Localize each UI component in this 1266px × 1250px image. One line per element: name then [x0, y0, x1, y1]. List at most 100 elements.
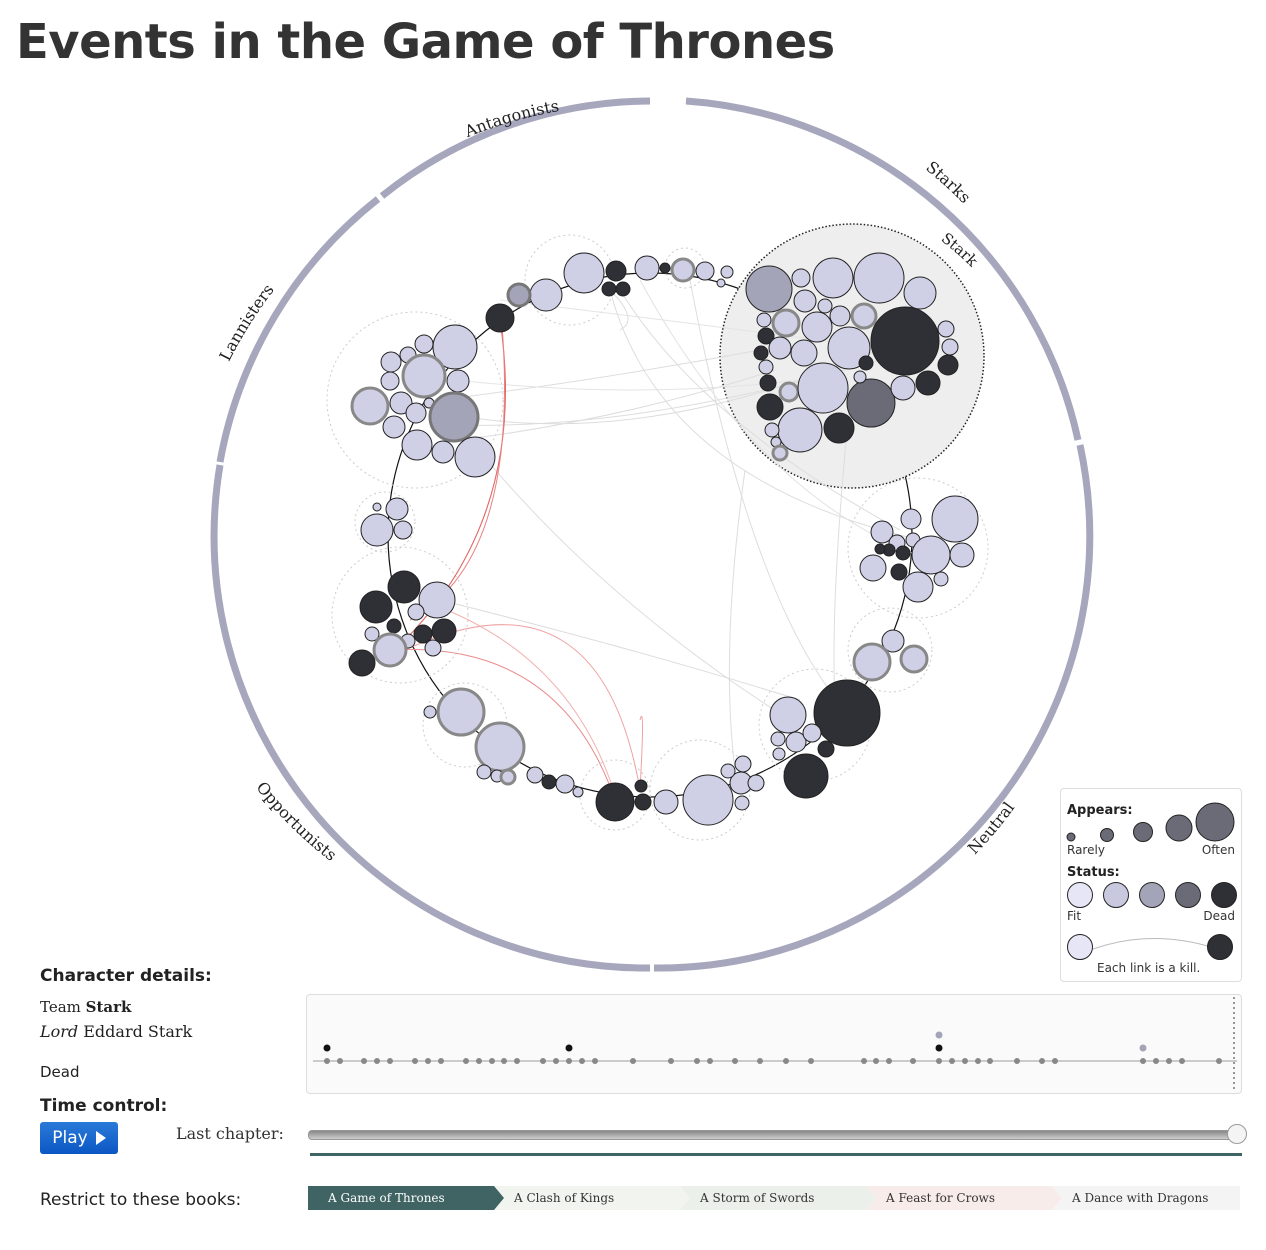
character-node[interactable]: [615, 281, 631, 297]
character-node[interactable]: [791, 268, 811, 288]
character-node[interactable]: [563, 252, 605, 294]
character-node[interactable]: [407, 603, 425, 621]
character-node[interactable]: [446, 369, 470, 393]
character-node[interactable]: [720, 265, 734, 279]
character-node[interactable]: [350, 386, 390, 426]
character-node[interactable]: [745, 265, 793, 313]
character-node[interactable]: [605, 260, 627, 282]
character-node[interactable]: [716, 278, 726, 288]
character-node[interactable]: [572, 786, 584, 798]
character-node[interactable]: [756, 312, 772, 328]
character-node[interactable]: [778, 381, 800, 403]
character-node[interactable]: [759, 374, 777, 392]
character-node[interactable]: [506, 282, 532, 308]
character-node[interactable]: [423, 705, 437, 719]
character-node[interactable]: [937, 320, 955, 338]
character-node[interactable]: [769, 696, 807, 734]
character-node[interactable]: [634, 779, 648, 793]
character-node[interactable]: [790, 339, 818, 367]
character-node[interactable]: [372, 502, 382, 512]
character-node[interactable]: [634, 793, 652, 811]
character-node[interactable]: [424, 639, 442, 657]
book-a-clash-of-kings[interactable]: A Clash of Kings: [494, 1186, 690, 1210]
character-node[interactable]: [802, 723, 822, 743]
character-node[interactable]: [401, 353, 447, 399]
character-node[interactable]: [364, 626, 380, 642]
character-node[interactable]: [682, 774, 734, 826]
character-node[interactable]: [428, 391, 480, 443]
character-node[interactable]: [659, 262, 671, 274]
character-node[interactable]: [853, 370, 867, 384]
character-node[interactable]: [541, 774, 557, 790]
character-node[interactable]: [418, 581, 456, 619]
book-a-storm-of-swords[interactable]: A Storm of Swords: [680, 1186, 876, 1210]
character-node[interactable]: [852, 642, 892, 682]
character-node[interactable]: [846, 378, 896, 428]
character-node[interactable]: [499, 768, 517, 786]
character-node[interactable]: [812, 257, 854, 299]
character-node[interactable]: [770, 731, 786, 747]
character-node[interactable]: [870, 520, 894, 544]
character-node[interactable]: [772, 747, 786, 761]
character-node[interactable]: [360, 513, 394, 547]
character-node[interactable]: [853, 252, 905, 304]
character-node[interactable]: [634, 255, 660, 281]
character-node[interactable]: [900, 508, 922, 530]
character-node[interactable]: [529, 278, 563, 312]
character-node[interactable]: [734, 755, 752, 773]
character-node[interactable]: [890, 375, 916, 401]
character-node[interactable]: [899, 644, 929, 674]
character-node[interactable]: [801, 311, 833, 343]
character-node[interactable]: [817, 298, 833, 314]
character-node[interactable]: [937, 354, 959, 376]
character-node[interactable]: [941, 338, 959, 356]
character-node[interactable]: [359, 590, 393, 624]
character-node[interactable]: [348, 649, 376, 677]
character-node[interactable]: [829, 305, 851, 327]
character-node[interactable]: [813, 679, 881, 747]
character-node[interactable]: [405, 402, 427, 424]
character-timeline[interactable]: [306, 994, 1242, 1094]
character-node[interactable]: [555, 774, 575, 794]
character-node[interactable]: [915, 370, 941, 396]
character-node[interactable]: [401, 429, 433, 461]
character-node[interactable]: [485, 303, 515, 333]
character-node[interactable]: [595, 782, 635, 822]
character-node[interactable]: [771, 308, 801, 338]
character-node[interactable]: [653, 789, 679, 815]
character-node[interactable]: [895, 545, 911, 561]
character-node[interactable]: [695, 261, 715, 281]
character-node[interactable]: [817, 740, 835, 758]
character-node[interactable]: [601, 281, 617, 297]
character-node[interactable]: [389, 391, 413, 415]
book-a-feast-for-crows[interactable]: A Feast for Crows: [866, 1186, 1062, 1210]
character-node[interactable]: [850, 302, 878, 330]
character-node[interactable]: [783, 753, 829, 799]
character-node[interactable]: [454, 436, 496, 478]
character-node[interactable]: [903, 276, 937, 310]
book-filter[interactable]: A Game of Thrones A Clash of Kings A Sto…: [308, 1186, 1240, 1210]
play-button[interactable]: Play: [40, 1122, 118, 1154]
character-node[interactable]: [386, 618, 402, 634]
character-node[interactable]: [414, 334, 434, 354]
character-node[interactable]: [881, 629, 905, 653]
character-node[interactable]: [931, 495, 979, 543]
character-node[interactable]: [526, 766, 544, 784]
character-nodes[interactable]: [348, 252, 979, 826]
character-node[interactable]: [380, 351, 402, 373]
character-node[interactable]: [758, 359, 774, 375]
character-node[interactable]: [756, 393, 784, 421]
book-a-dance-with-dragons[interactable]: A Dance with Dragons: [1052, 1186, 1240, 1210]
character-node[interactable]: [874, 543, 886, 555]
character-node[interactable]: [387, 570, 421, 604]
character-node[interactable]: [380, 371, 400, 391]
character-node[interactable]: [393, 520, 413, 540]
character-node[interactable]: [827, 326, 871, 370]
book-a-game-of-thrones[interactable]: A Game of Thrones: [308, 1186, 506, 1210]
character-node[interactable]: [823, 412, 855, 444]
character-node[interactable]: [753, 345, 769, 361]
character-node[interactable]: [372, 632, 408, 668]
chapter-slider[interactable]: [308, 1124, 1247, 1144]
character-node[interactable]: [785, 731, 807, 753]
character-node[interactable]: [734, 795, 750, 811]
